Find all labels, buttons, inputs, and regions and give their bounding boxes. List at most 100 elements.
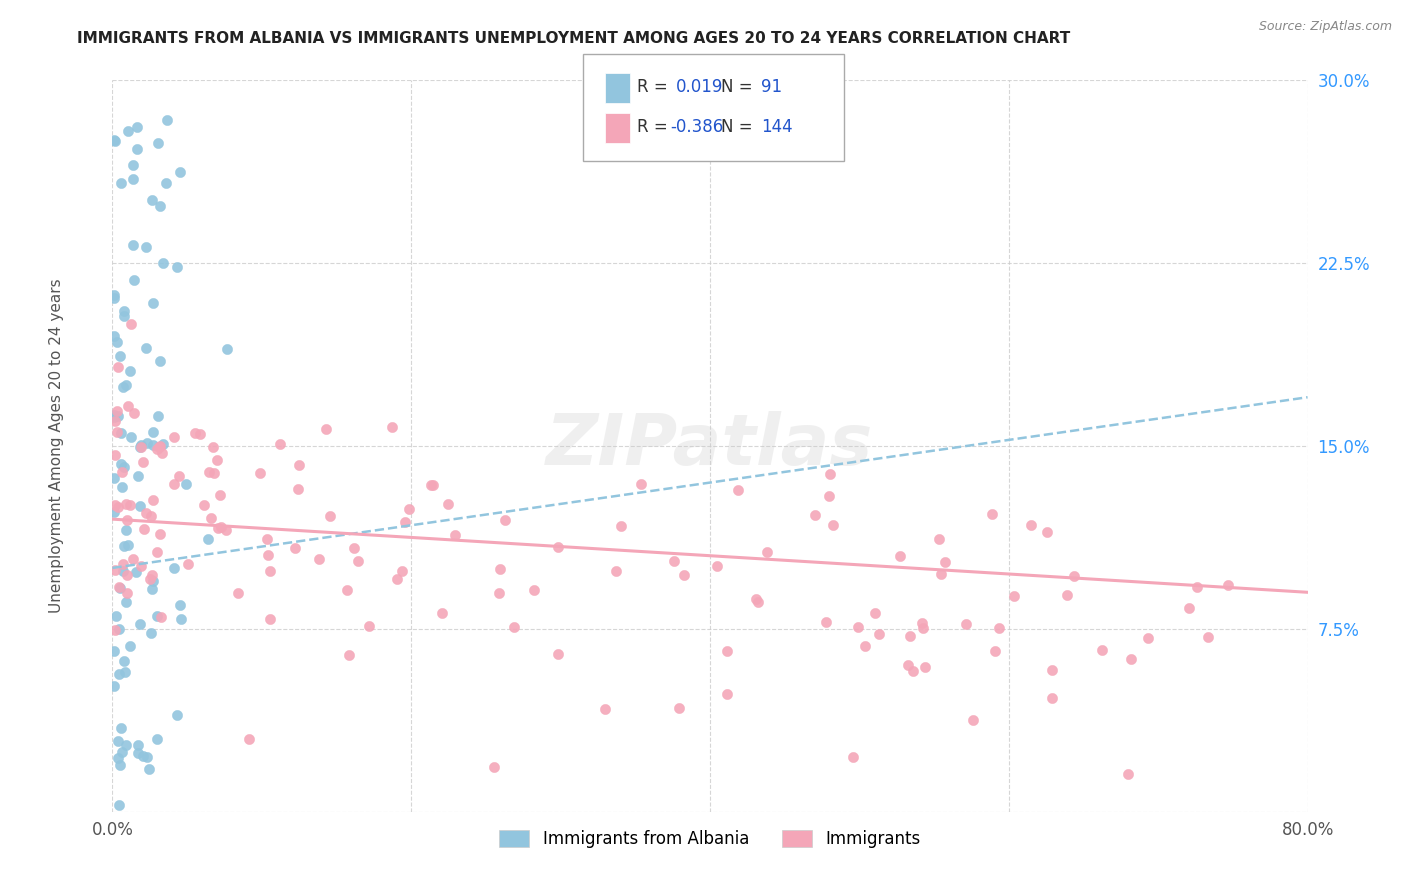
Point — [193, 498, 215, 512]
Point — [110, 721, 132, 735]
Point — [103, 408, 125, 422]
Point — [287, 458, 309, 472]
Point — [1002, 589, 1025, 603]
Point — [814, 615, 837, 629]
Point — [756, 545, 779, 559]
Point — [146, 732, 169, 747]
Point — [127, 469, 149, 483]
Point — [120, 364, 142, 378]
Point — [115, 496, 138, 510]
Point — [114, 523, 136, 537]
Point — [174, 476, 197, 491]
Point — [842, 750, 865, 764]
Point — [152, 437, 174, 451]
Point — [125, 566, 148, 580]
Point — [170, 612, 193, 626]
Text: 144: 144 — [761, 118, 792, 136]
Point — [668, 700, 690, 714]
Point — [962, 713, 984, 727]
Point — [136, 436, 159, 450]
Point — [163, 477, 186, 491]
Point — [347, 554, 370, 568]
Point — [198, 465, 221, 479]
Point — [209, 488, 232, 502]
Point — [107, 500, 129, 515]
Text: 91: 91 — [761, 78, 782, 96]
Point — [112, 654, 135, 668]
Point — [105, 425, 128, 439]
Point — [249, 467, 271, 481]
Point — [110, 457, 132, 471]
Text: ZIPatlas: ZIPatlas — [547, 411, 873, 481]
Point — [146, 545, 169, 559]
Point — [112, 310, 135, 324]
Point — [205, 453, 228, 467]
Point — [112, 303, 135, 318]
Point — [104, 414, 127, 428]
Point — [207, 521, 229, 535]
Point — [141, 582, 163, 596]
Point — [107, 359, 129, 374]
Point — [135, 507, 157, 521]
Point — [716, 687, 738, 701]
Point — [131, 454, 153, 468]
Point — [269, 436, 291, 450]
Point — [104, 624, 127, 638]
Point — [111, 564, 134, 578]
Point — [141, 568, 163, 582]
Point — [1040, 663, 1063, 677]
Point — [104, 608, 127, 623]
Point — [112, 459, 135, 474]
Point — [488, 562, 510, 576]
Point — [547, 647, 569, 661]
Point — [155, 176, 177, 190]
Point — [127, 738, 149, 752]
Text: Unemployment Among Ages 20 to 24 years: Unemployment Among Ages 20 to 24 years — [49, 278, 63, 614]
Point — [482, 760, 505, 774]
Point — [727, 483, 749, 498]
Point — [129, 499, 152, 513]
Point — [630, 477, 652, 491]
Point — [889, 549, 911, 563]
Point — [955, 617, 977, 632]
Text: IMMIGRANTS FROM ALBANIA VS IMMIGRANTS UNEMPLOYMENT AMONG AGES 20 TO 24 YEARS COR: IMMIGRANTS FROM ALBANIA VS IMMIGRANTS UN… — [77, 31, 1070, 46]
Point — [385, 572, 408, 586]
Point — [122, 406, 145, 420]
Point — [201, 441, 224, 455]
Point — [1178, 601, 1201, 615]
Point — [120, 317, 142, 331]
Point — [107, 409, 129, 423]
Point — [142, 493, 165, 508]
Point — [122, 172, 145, 186]
Point — [146, 442, 169, 456]
Point — [911, 615, 934, 630]
Point — [149, 527, 172, 541]
Point — [115, 738, 138, 752]
Point — [436, 497, 458, 511]
Point — [167, 468, 190, 483]
Point — [336, 583, 359, 598]
Point — [128, 617, 150, 632]
Point — [1187, 581, 1209, 595]
Point — [129, 559, 152, 574]
Point — [337, 648, 360, 663]
Text: 0.019: 0.019 — [676, 78, 724, 96]
Point — [142, 296, 165, 310]
Point — [284, 541, 307, 556]
Point — [166, 260, 188, 275]
Point — [108, 581, 131, 595]
Point — [104, 563, 127, 577]
Point — [141, 626, 163, 640]
Point — [103, 410, 125, 425]
Point — [128, 441, 150, 455]
Point — [108, 349, 131, 363]
Point — [1040, 690, 1063, 705]
Point — [823, 517, 845, 532]
Point — [256, 532, 278, 546]
Point — [150, 446, 173, 460]
Text: R =: R = — [637, 78, 673, 96]
Point — [124, 273, 146, 287]
Point — [593, 702, 616, 716]
Point — [804, 508, 827, 523]
Point — [110, 757, 132, 772]
